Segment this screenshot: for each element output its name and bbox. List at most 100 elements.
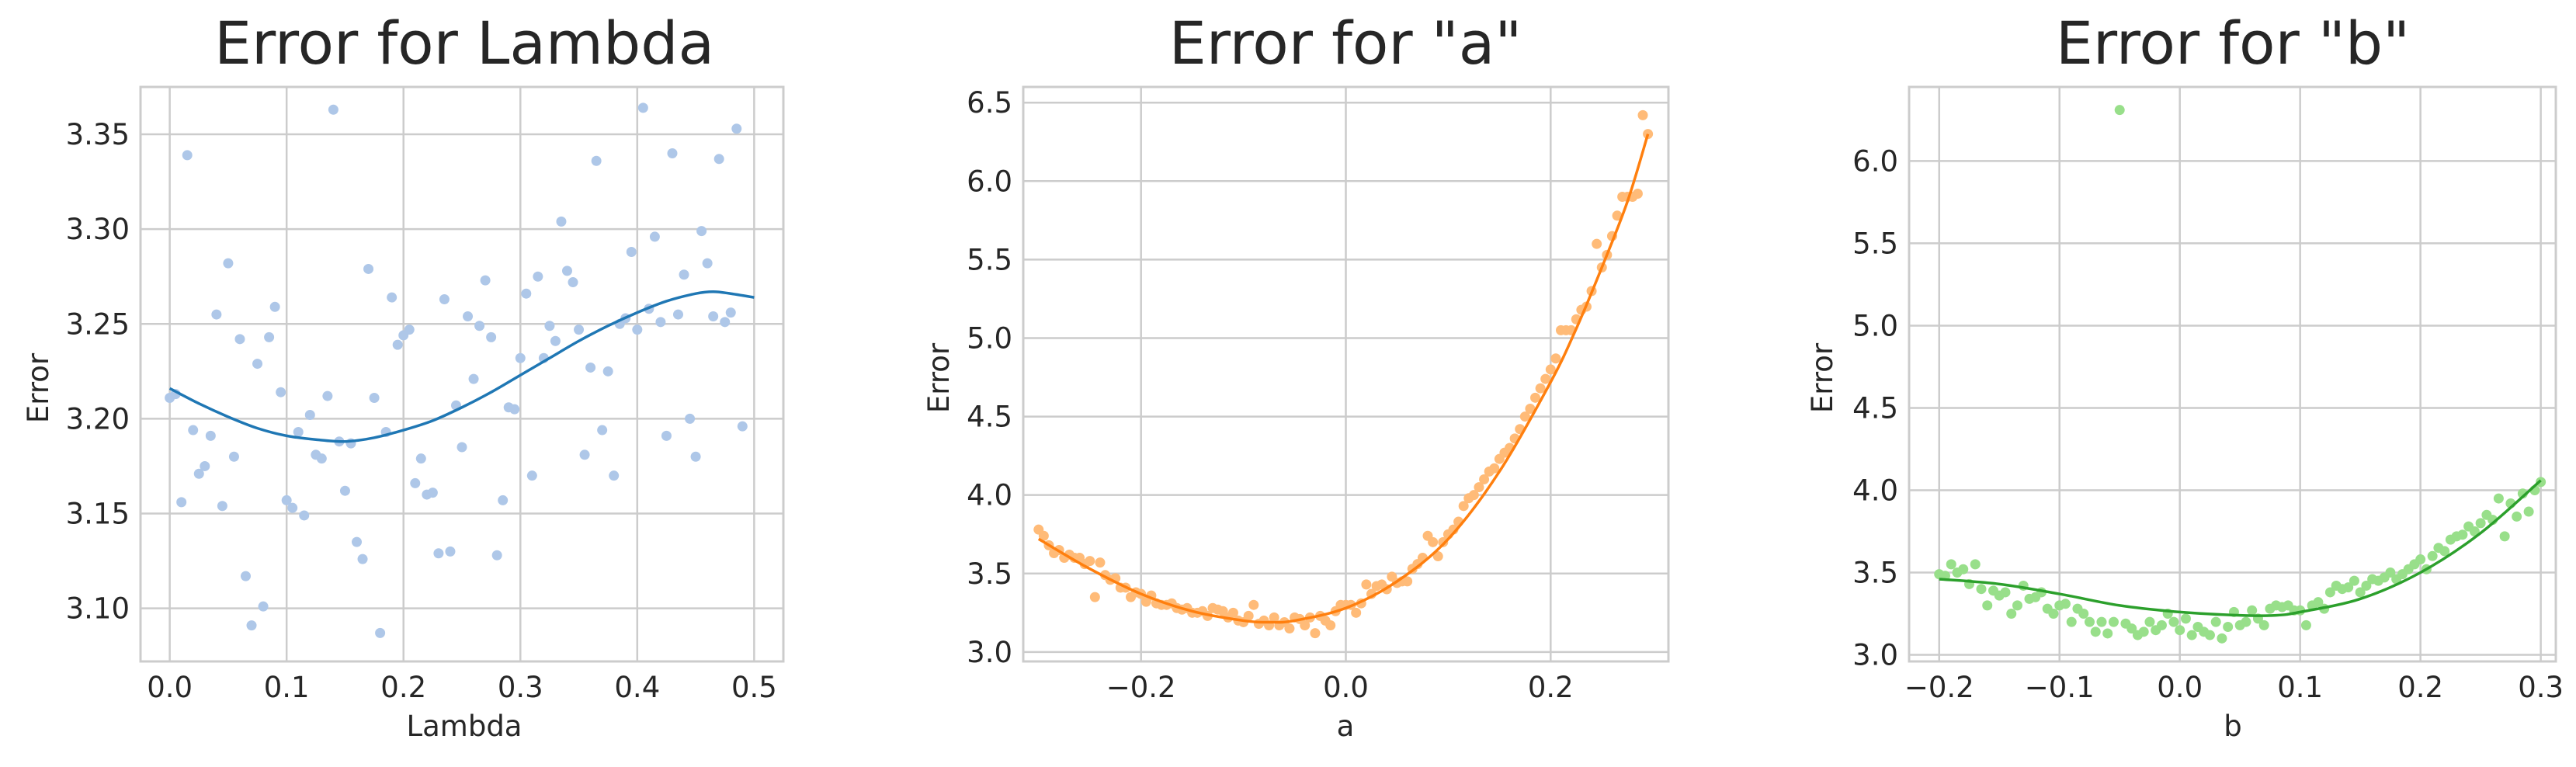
- data-point: [1474, 482, 1484, 493]
- data-point: [1361, 579, 1372, 590]
- data-point: [1243, 610, 1254, 621]
- data-point: [2175, 625, 2185, 636]
- data-point: [223, 258, 234, 269]
- data-point: [1325, 620, 1336, 630]
- y-tick-label: 5.5: [967, 243, 1012, 276]
- panel-b: Error for "b" b Error −0.2 −0.1 0.0 0.1 0.2 0…: [1806, 9, 2564, 743]
- data-point: [293, 426, 304, 437]
- data-point: [2313, 597, 2324, 608]
- data-point: [264, 331, 275, 342]
- data-point: [2108, 616, 2119, 627]
- data-point: [2343, 582, 2354, 593]
- data-point: [2168, 616, 2179, 627]
- data-point: [2361, 580, 2372, 591]
- x-tick-label: 0.0: [147, 671, 193, 704]
- data-point: [521, 288, 532, 299]
- data-point: [1284, 623, 1295, 634]
- data-point: [369, 393, 380, 404]
- data-point: [2138, 626, 2149, 637]
- data-point: [415, 453, 426, 464]
- data-point: [720, 317, 731, 328]
- data-point: [602, 366, 613, 377]
- y-tick-label: 3.0: [967, 636, 1012, 669]
- data-point: [515, 352, 526, 363]
- x-tick-label: 0.2: [1528, 671, 1574, 704]
- fit-line: [1939, 479, 2542, 617]
- data-point: [561, 266, 572, 276]
- data-point: [269, 301, 280, 312]
- data-point: [1269, 612, 1279, 623]
- data-point: [281, 495, 292, 505]
- data-point: [2415, 554, 2426, 565]
- data-point: [1432, 551, 1443, 562]
- data-point: [2247, 605, 2258, 616]
- plot-area: [141, 87, 783, 661]
- panel-a: Error for "a" a Error −0.2 0.0 0.2 3.0 3.5 4.…: [922, 9, 1670, 743]
- data-point: [1089, 592, 1100, 602]
- data-point: [737, 421, 748, 432]
- data-point: [2084, 616, 2095, 627]
- data-point: [1637, 109, 1648, 120]
- data-point: [1632, 188, 1643, 199]
- data-point: [188, 425, 199, 436]
- data-point: [2066, 616, 2077, 627]
- data-point: [2126, 623, 2137, 634]
- data-point: [667, 148, 678, 158]
- data-point: [328, 104, 338, 115]
- data-point: [2060, 599, 2071, 609]
- y-tick-label: 3.20: [66, 402, 130, 436]
- data-point: [2499, 531, 2510, 542]
- data-point: [1351, 607, 1362, 618]
- data-point: [2512, 511, 2522, 522]
- data-point: [2096, 616, 2107, 627]
- data-point: [2204, 630, 2215, 640]
- data-point: [1540, 373, 1551, 384]
- data-point: [491, 550, 502, 560]
- data-point: [211, 309, 222, 320]
- data-point: [1519, 411, 1530, 422]
- y-tick-label: 4.5: [967, 401, 1012, 434]
- data-point: [731, 123, 742, 134]
- data-point: [457, 442, 467, 453]
- data-point: [1946, 559, 1956, 570]
- data-point: [2217, 633, 2227, 644]
- data-point: [439, 294, 450, 305]
- chart-title: Error for "a": [1169, 9, 1522, 78]
- data-point: [702, 258, 713, 269]
- data-point: [375, 627, 386, 638]
- data-point: [2102, 628, 2113, 639]
- data-point: [544, 321, 555, 331]
- x-axis-label: Lambda: [407, 710, 522, 743]
- data-point: [2156, 620, 2167, 630]
- y-tick-label: 5.5: [1852, 227, 1898, 260]
- data-point: [2006, 609, 2017, 620]
- data-point: [217, 501, 227, 512]
- data-point: [193, 468, 204, 479]
- data-point: [2385, 567, 2396, 578]
- data-point: [427, 488, 438, 498]
- data-point: [1300, 620, 1311, 630]
- data-point: [1525, 403, 1536, 414]
- data-point: [1402, 576, 1413, 587]
- data-point: [649, 231, 660, 242]
- y-tick-label: 3.35: [66, 118, 130, 151]
- y-tick-label: 3.5: [967, 557, 1012, 591]
- y-axis-label: Error: [1806, 342, 1839, 413]
- data-point: [2427, 550, 2438, 561]
- y-tick-label: 3.25: [66, 307, 130, 341]
- data-point: [498, 495, 509, 505]
- x-tick-label: 0.4: [614, 671, 660, 704]
- data-point: [2144, 616, 2155, 627]
- data-point: [1310, 628, 1321, 639]
- data-point: [2349, 575, 2359, 586]
- data-point: [574, 324, 585, 335]
- data-point: [176, 497, 187, 508]
- data-point: [533, 271, 543, 282]
- y-tick-label: 6.0: [967, 165, 1012, 198]
- data-point: [252, 359, 263, 370]
- data-point: [2000, 587, 2011, 598]
- data-point: [2078, 609, 2089, 620]
- data-point: [673, 309, 684, 320]
- data-point: [322, 390, 333, 401]
- y-tick-label: 6.5: [967, 86, 1012, 120]
